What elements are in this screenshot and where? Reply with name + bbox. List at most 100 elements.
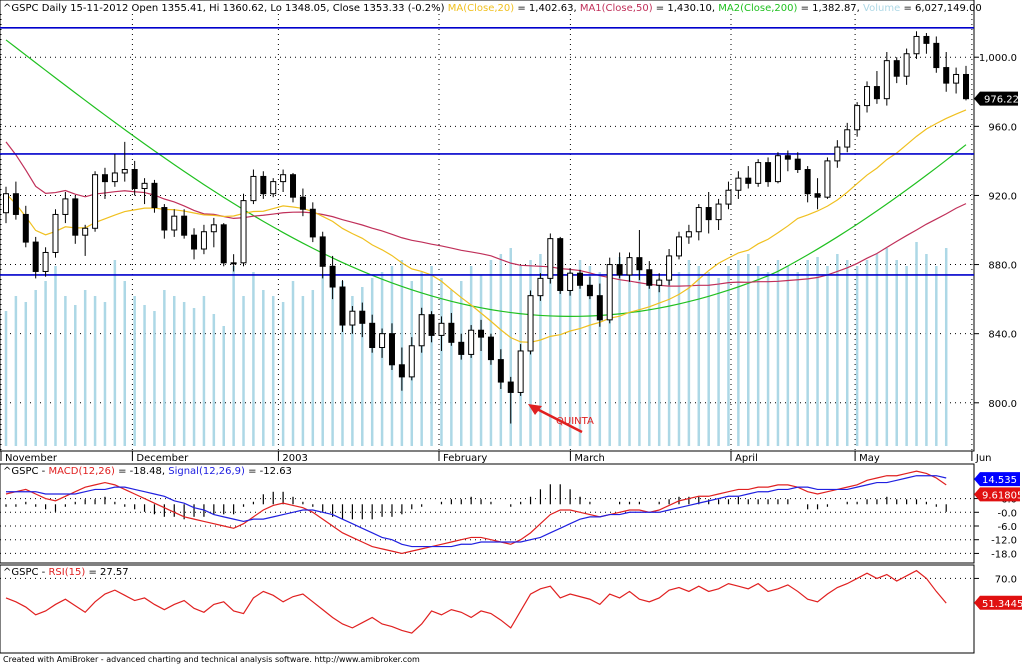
annotation-label: QUINTA bbox=[556, 416, 594, 427]
candle bbox=[854, 102, 861, 137]
candle bbox=[893, 57, 900, 84]
candle-body bbox=[359, 310, 366, 324]
candle-body bbox=[517, 350, 524, 393]
candle bbox=[557, 236, 564, 294]
price-pane: 1,000.0 960.0 920.0 880.0 840.0 800.0 976.22 N… bbox=[0, 0, 1019, 464]
candle-body bbox=[309, 208, 316, 238]
candle-body bbox=[963, 73, 969, 100]
candle-body bbox=[379, 333, 386, 349]
month-label: December bbox=[136, 453, 189, 464]
candle bbox=[210, 217, 217, 248]
candle bbox=[22, 205, 29, 248]
candle-body bbox=[626, 257, 633, 276]
candle bbox=[359, 302, 366, 338]
signal-line bbox=[6, 475, 947, 548]
footer-credit: Created with AmiBroker - advanced charti… bbox=[3, 655, 420, 664]
candle-body bbox=[854, 105, 861, 131]
candle bbox=[3, 186, 9, 224]
candle bbox=[596, 283, 603, 327]
candle-body bbox=[101, 174, 108, 183]
candle-body bbox=[319, 236, 326, 267]
last-price-marker bbox=[974, 91, 1018, 106]
candle-body bbox=[893, 60, 900, 77]
candle-body bbox=[794, 158, 801, 171]
macd-tick-label: -18.0 bbox=[991, 549, 1017, 560]
candle bbox=[507, 376, 514, 424]
rsi-pane-frame bbox=[0, 564, 975, 654]
candle bbox=[923, 33, 930, 54]
candle bbox=[181, 209, 188, 239]
candle-body bbox=[606, 264, 613, 321]
candle bbox=[636, 230, 643, 281]
rsi-title-symbol: ^GSPC - bbox=[3, 567, 46, 578]
candle-body bbox=[646, 269, 653, 286]
candle bbox=[844, 122, 851, 153]
candle-body bbox=[280, 174, 287, 183]
candle-body bbox=[715, 203, 722, 221]
candle bbox=[606, 257, 613, 324]
candle bbox=[42, 247, 49, 277]
candle-body bbox=[428, 314, 435, 336]
candle-body bbox=[200, 231, 207, 250]
candle-body bbox=[547, 238, 554, 279]
candle-body bbox=[933, 42, 940, 69]
candle bbox=[586, 276, 593, 300]
header-period: Daily bbox=[42, 3, 67, 14]
candle bbox=[804, 166, 811, 203]
price-pane-frame bbox=[0, 0, 975, 452]
candle-body bbox=[943, 67, 950, 84]
rsi-pane: 70.0 51.3445 ^GSPC - RSI(15) = 27.57 bbox=[0, 564, 1023, 654]
candle-body bbox=[111, 172, 118, 183]
candle bbox=[191, 228, 198, 260]
candle bbox=[32, 236, 39, 279]
candle-body bbox=[636, 257, 643, 271]
candle-body bbox=[755, 162, 762, 184]
candle bbox=[705, 191, 712, 234]
candle bbox=[695, 204, 702, 241]
candle-body bbox=[834, 146, 841, 162]
rsi-title: ^GSPC - RSI(15) = 27.57 bbox=[3, 567, 129, 578]
price-tick-label: 920.0 bbox=[988, 191, 1017, 202]
candlesticks bbox=[3, 31, 969, 424]
candle bbox=[448, 312, 455, 346]
candle bbox=[933, 36, 940, 73]
candle-body bbox=[873, 86, 880, 100]
header-volume-value: = 6,027,149.00 bbox=[903, 3, 981, 14]
quinta-annotation: QUINTA bbox=[528, 404, 594, 434]
price-tick-label: 960.0 bbox=[988, 122, 1017, 133]
rsi-lines bbox=[5, 569, 947, 634]
macd-tick-label: -12.0 bbox=[991, 536, 1017, 547]
candle-body bbox=[537, 277, 544, 297]
signal-value-label-marker bbox=[974, 487, 1020, 502]
candle bbox=[82, 224, 89, 256]
candle bbox=[220, 223, 227, 267]
candle bbox=[250, 169, 257, 205]
candle bbox=[537, 273, 544, 301]
candle-body bbox=[121, 169, 128, 174]
candle-body bbox=[784, 155, 791, 160]
candle bbox=[200, 224, 207, 255]
horizontal-lines bbox=[0, 27, 974, 276]
candle bbox=[666, 249, 673, 286]
candle bbox=[883, 52, 890, 106]
macd-pane-frame bbox=[0, 463, 975, 564]
last-price-label: 976.22 bbox=[984, 95, 1019, 106]
candle-body bbox=[82, 227, 89, 236]
candle-body bbox=[774, 155, 781, 183]
candle-body bbox=[913, 35, 920, 55]
candle-body bbox=[230, 262, 237, 265]
macd-title-signal: Signal(12,26,9) bbox=[168, 466, 245, 477]
rsi-value-label: 51.3445 bbox=[982, 599, 1023, 610]
candle-body bbox=[438, 322, 445, 336]
candle bbox=[784, 150, 791, 172]
candle-body bbox=[953, 73, 960, 84]
candle bbox=[567, 268, 574, 296]
candle-body bbox=[844, 129, 851, 148]
macd-tick-label: -0.0 bbox=[997, 508, 1017, 519]
annotation-arrow-line bbox=[532, 405, 583, 434]
candle-body bbox=[675, 236, 682, 257]
candle bbox=[240, 193, 247, 267]
candle bbox=[774, 152, 781, 184]
candle bbox=[675, 231, 682, 260]
